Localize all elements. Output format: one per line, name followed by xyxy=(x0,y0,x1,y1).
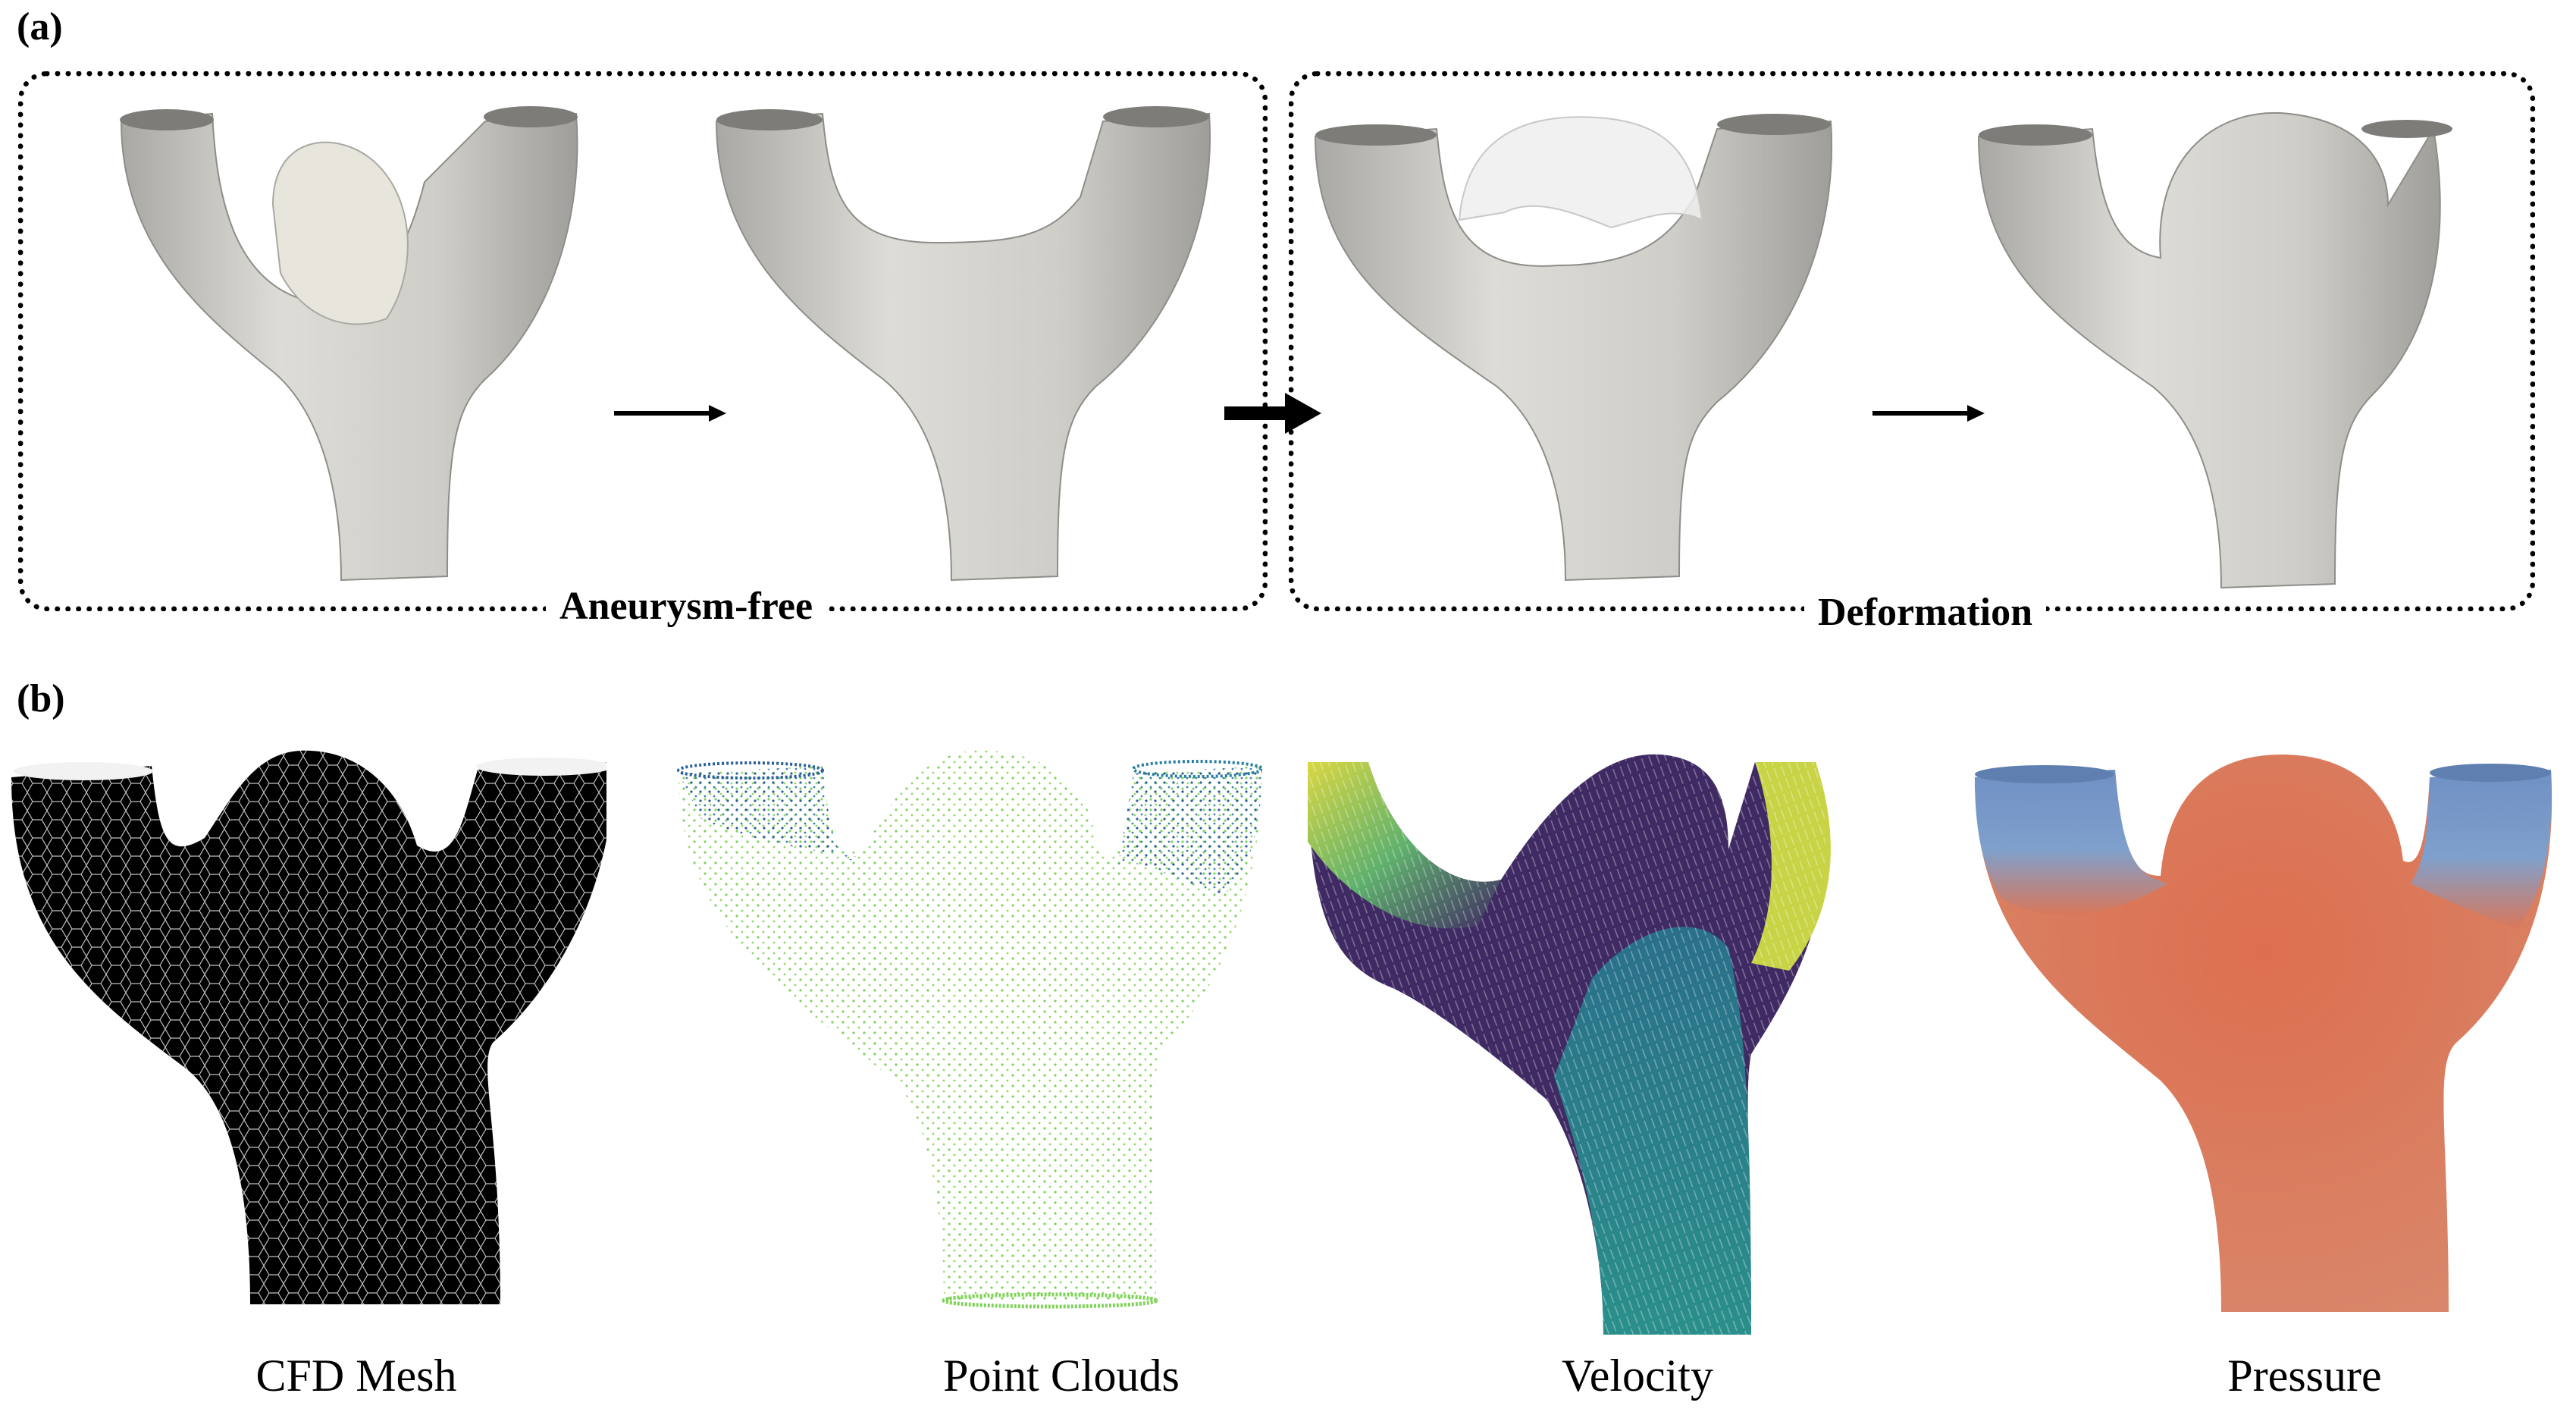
deformed-aneurysm-vessel-render xyxy=(1977,112,2452,589)
cfd-mesh-render xyxy=(11,750,606,1304)
caption-point-clouds: Point Clouds xyxy=(943,1351,1180,1401)
caption-pressure: Pressure xyxy=(2227,1351,2382,1401)
point-cloud-render xyxy=(677,750,1262,1309)
aneurysm-free-caption: Aneurysm-free xyxy=(546,584,827,629)
arrow-icon xyxy=(1872,405,1985,422)
panel-a-label: (a) xyxy=(17,5,63,49)
thick-arrow-icon xyxy=(1224,393,1321,434)
deformation-caption: Deformation xyxy=(1804,590,2047,635)
caption-velocity: Velocity xyxy=(1562,1351,1713,1401)
deformation-overlay-render xyxy=(1314,114,1832,582)
caption-cfd-mesh: CFD Mesh xyxy=(255,1351,457,1401)
vessel-with-aneurysm-render xyxy=(120,106,578,582)
arrow-icon xyxy=(614,405,726,422)
pressure-field-render xyxy=(1975,755,2552,1312)
aneurysm-free-vessel-render xyxy=(715,106,1211,582)
panel-b-label: (b) xyxy=(17,677,65,720)
velocity-field-render xyxy=(1308,754,1831,1335)
